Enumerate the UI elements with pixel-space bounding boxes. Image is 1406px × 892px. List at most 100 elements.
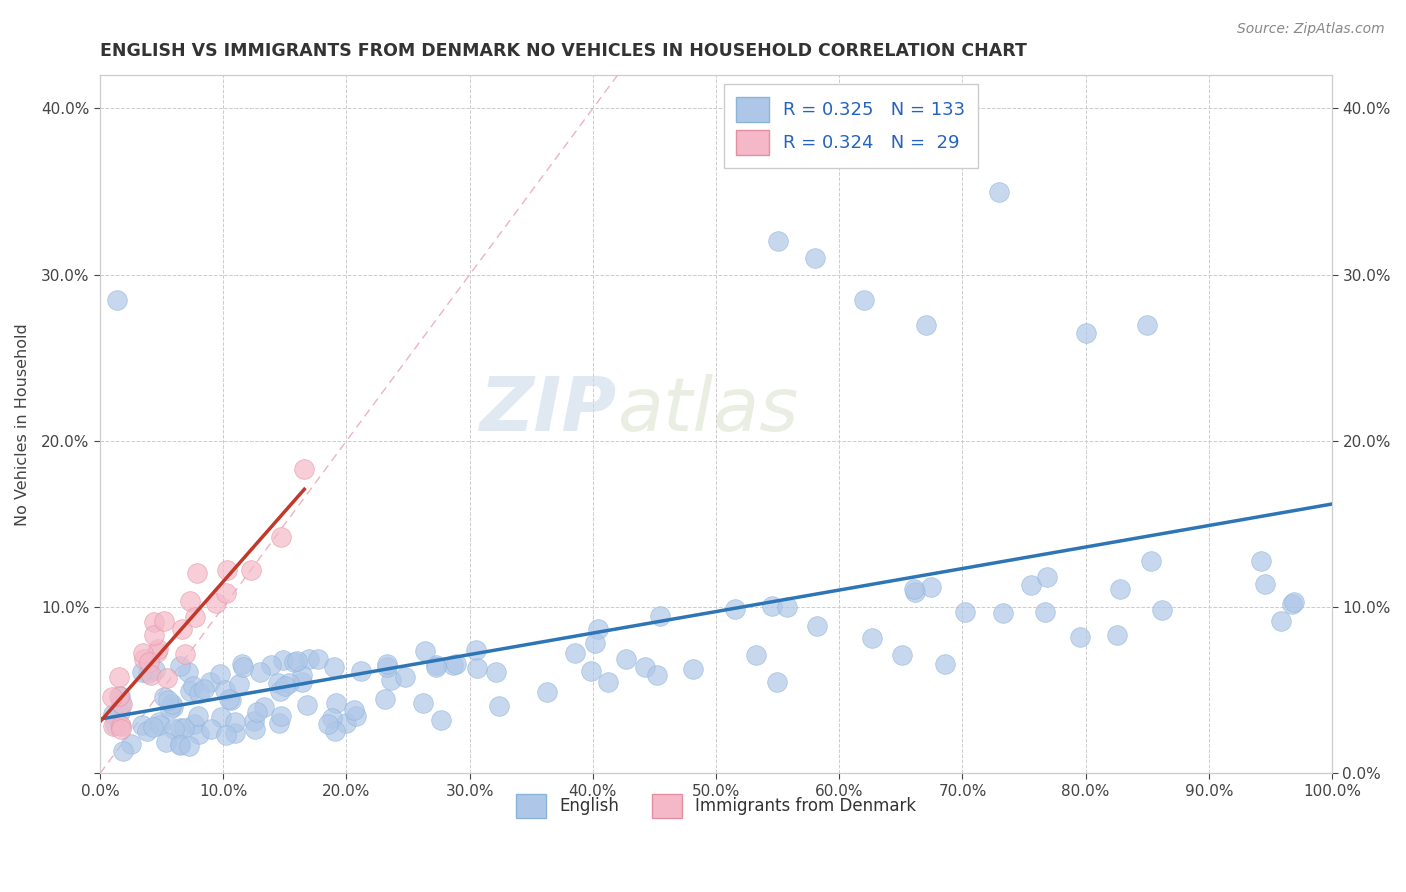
Point [131, 665, 153, 680]
Point [776, 599, 799, 614]
Legend: English, Immigrants from Denmark: English, Immigrants from Denmark [509, 788, 924, 824]
Point [173, 647, 195, 661]
Point [231, 657, 253, 671]
Point [148, 715, 170, 730]
Point [270, 530, 292, 544]
Point [187, 708, 209, 723]
Point [588, 622, 610, 636]
Point [394, 670, 416, 684]
Point [1069, 630, 1091, 644]
Point [138, 656, 160, 670]
Point [269, 716, 291, 731]
Point [111, 744, 134, 758]
Point [184, 610, 207, 624]
Point [323, 659, 346, 673]
Text: ZIP: ZIP [481, 374, 617, 447]
Point [214, 682, 236, 697]
Point [283, 655, 305, 669]
Point [375, 659, 398, 673]
Point [1109, 582, 1132, 596]
Point [232, 659, 254, 673]
Point [616, 652, 638, 666]
Point [132, 652, 155, 666]
Point [745, 648, 768, 663]
Point [179, 684, 201, 698]
Point [169, 721, 191, 735]
Point [648, 608, 671, 623]
Point [988, 185, 1011, 199]
Point [249, 665, 271, 679]
Point [228, 677, 250, 691]
Point [145, 645, 167, 659]
Point [581, 664, 603, 678]
Point [321, 711, 343, 725]
Point [335, 716, 357, 731]
Point [464, 643, 486, 657]
Point [205, 596, 228, 610]
Point [162, 700, 184, 714]
Point [108, 670, 131, 684]
Point [260, 658, 283, 673]
Point [108, 705, 131, 719]
Point [1150, 603, 1173, 617]
Text: Source: ZipAtlas.com: Source: ZipAtlas.com [1237, 22, 1385, 37]
Point [172, 623, 194, 637]
Point [110, 719, 132, 733]
Point [1136, 318, 1159, 332]
Point [344, 709, 367, 723]
Text: ENGLISH VS IMMIGRANTS FROM DENMARK NO VEHICLES IN HOUSEHOLD CORRELATION CHART: ENGLISH VS IMMIGRANTS FROM DENMARK NO VE… [100, 42, 1026, 60]
Point [285, 654, 308, 668]
Point [323, 723, 346, 738]
Point [173, 721, 195, 735]
Point [209, 667, 232, 681]
Point [149, 718, 172, 732]
Point [143, 663, 166, 677]
Point [215, 729, 238, 743]
Point [903, 582, 925, 596]
Point [110, 697, 132, 711]
Point [953, 605, 976, 619]
Point [267, 675, 290, 690]
Point [200, 723, 222, 737]
Point [444, 657, 467, 671]
Point [156, 671, 179, 685]
Point [136, 723, 159, 738]
Point [766, 235, 789, 249]
Point [246, 705, 269, 719]
Point [682, 662, 704, 676]
Point [1021, 578, 1043, 592]
Point [183, 716, 205, 731]
Point [291, 667, 314, 681]
Point [215, 586, 238, 600]
Point [425, 659, 447, 673]
Point [160, 698, 183, 712]
Point [806, 619, 828, 633]
Point [169, 738, 191, 752]
Point [488, 698, 510, 713]
Point [159, 701, 181, 715]
Point [215, 563, 238, 577]
Text: atlas: atlas [617, 375, 799, 446]
Point [155, 735, 177, 749]
Point [413, 644, 436, 658]
Point [318, 716, 340, 731]
Point [1281, 597, 1303, 611]
Point [991, 606, 1014, 620]
Point [374, 692, 396, 706]
Point [224, 715, 246, 730]
Point [148, 642, 170, 657]
Point [253, 700, 276, 714]
Point [375, 657, 398, 671]
Point [209, 710, 232, 724]
Point [188, 727, 211, 741]
Point [596, 674, 619, 689]
Point [761, 599, 783, 613]
Point [430, 713, 453, 727]
Point [1033, 605, 1056, 619]
Point [163, 722, 186, 736]
Point [292, 462, 315, 476]
Point [104, 718, 127, 732]
Point [425, 658, 447, 673]
Point [186, 566, 208, 581]
Point [1140, 554, 1163, 568]
